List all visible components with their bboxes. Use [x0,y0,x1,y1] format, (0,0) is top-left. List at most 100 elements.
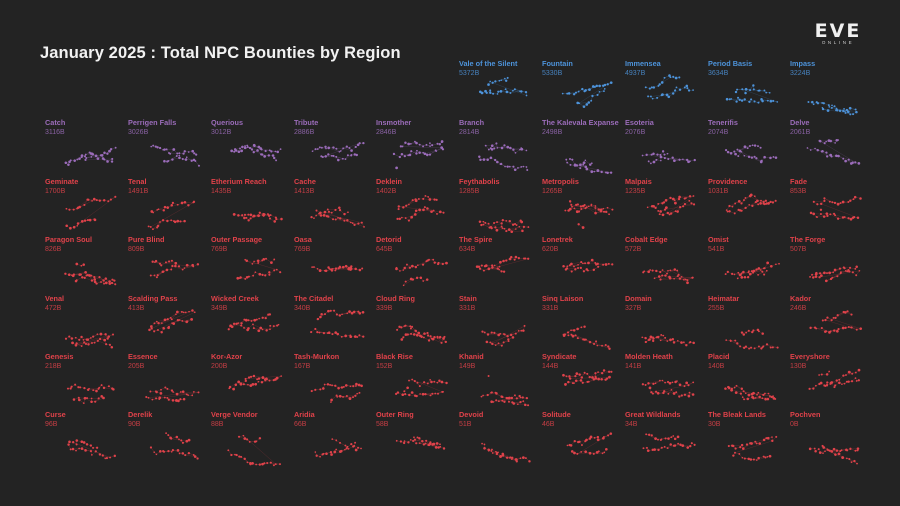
region-cell-perrigen-falls: Perrigen Falls 3026B [128,118,208,174]
region-map-icon [396,195,445,222]
region-bounty-value: 1285B [459,187,480,195]
region-bounty-value: 809B [128,245,145,253]
region-systems [149,259,200,279]
region-bounty-value: 144B [542,362,559,370]
region-systems [565,157,613,175]
region-cell-omist: Omist 541B [708,235,788,291]
region-bounty-value: 5372B [459,69,480,77]
region-cell-period-basis: Period Basis 3634B [708,59,788,115]
region-bounty-value: 769B [294,245,311,253]
region-map-icon [724,261,780,280]
region-bounty-value: 3012B [211,128,232,136]
region-cell-metropolis: Metropolis 1265B [542,177,622,233]
region-cell-the-bleak-lands: The Bleak Lands 30B [708,410,788,466]
region-systems [396,195,445,222]
region-map-icon [147,200,196,231]
region-bounty-value: 167B [294,362,311,370]
region-name: Catch [45,118,66,127]
region-cell-kador: Kador 246B [790,294,870,350]
region-systems [642,268,694,285]
region-cell-placid: Placid 140B [708,352,788,408]
region-links [479,143,528,171]
region-cell-delve: Delve 2061B [790,118,870,174]
region-systems [395,436,446,450]
region-systems [724,144,778,164]
region-systems [236,257,282,280]
region-bounty-value: 88B [211,420,224,428]
region-name: Derelik [128,410,153,419]
region-bounty-value: 472B [45,304,62,312]
region-name: Tash-Murkon [294,352,340,361]
region-name: Outer Ring [376,410,414,419]
region-bounty-value: 572B [625,245,642,253]
region-cell-tenal: Tenal 1491B [128,177,208,233]
region-links [151,145,200,166]
region-name: Providence [708,177,748,186]
region-cell-solitude: Solitude 46B [542,410,622,466]
region-links [228,435,281,466]
region-map-icon [641,379,695,398]
region-name: Esoteria [625,118,654,127]
region-links [396,325,446,343]
region-cell-oasa: Oasa 769B [294,235,374,291]
region-bounty-value: 218B [45,362,62,370]
region-systems [641,379,695,398]
region-bounty-value: 331B [459,304,476,312]
region-links [725,145,777,163]
region-systems [480,375,530,407]
region-name: Aridia [294,410,315,419]
region-name: Molden Heath [625,352,673,361]
region-cell-everyshore: Everyshore 130B [790,352,870,408]
region-map-icon [145,386,200,403]
region-cell-catch: Catch 3116B [45,118,125,174]
region-systems [727,435,778,461]
region-name: Wicked Creek [211,294,259,303]
region-name: Pure Blind [128,235,165,244]
region-map-icon [64,332,115,349]
region-map-icon [646,195,696,217]
region-systems [149,432,199,460]
region-map-icon [808,368,861,390]
region-systems [227,434,281,467]
region-bounty-value: 1031B [708,187,729,195]
region-map-icon [67,439,117,460]
region-systems [809,265,861,283]
region-bounty-value: 3634B [708,69,729,77]
region-bounty-value: 1435B [211,187,232,195]
region-systems [232,211,283,223]
region-name: Placid [708,352,730,361]
region-systems [562,325,611,350]
region-name: Curse [45,410,66,419]
region-systems [478,76,528,97]
region-name: Pochven [790,410,821,419]
region-map-icon [227,313,280,333]
region-map-icon [395,436,446,450]
region-links [396,379,447,397]
region-map-icon [228,374,283,391]
region-systems [564,200,614,229]
region-name: Domain [625,294,652,303]
region-systems [725,84,779,104]
region-map-icon [642,433,696,453]
region-cell-khanid: Khanid 149B [459,352,539,408]
region-systems [478,142,529,172]
region-cell-devoid: Devoid 51B [459,410,539,466]
region-map-icon [230,143,282,162]
region-cell-providence: Providence 1031B [708,177,788,233]
region-systems [64,332,115,349]
region-systems [64,146,117,166]
region-map-icon [727,435,778,461]
region-links [477,256,529,272]
region-map-icon [395,258,448,287]
region-links [807,139,859,164]
region-name: Heimatar [708,294,740,303]
region-name: Essence [128,352,158,361]
region-cell-malpais: Malpais 1235B [625,177,705,233]
region-name: The Spire [459,235,493,244]
region-systems [807,100,858,116]
region-name: Sinq Laison [542,294,584,303]
region-bounty-value: 1235B [625,187,646,195]
region-name: The Forge [790,235,826,244]
region-map-icon [392,140,445,170]
region-bounty-value: 853B [790,187,807,195]
